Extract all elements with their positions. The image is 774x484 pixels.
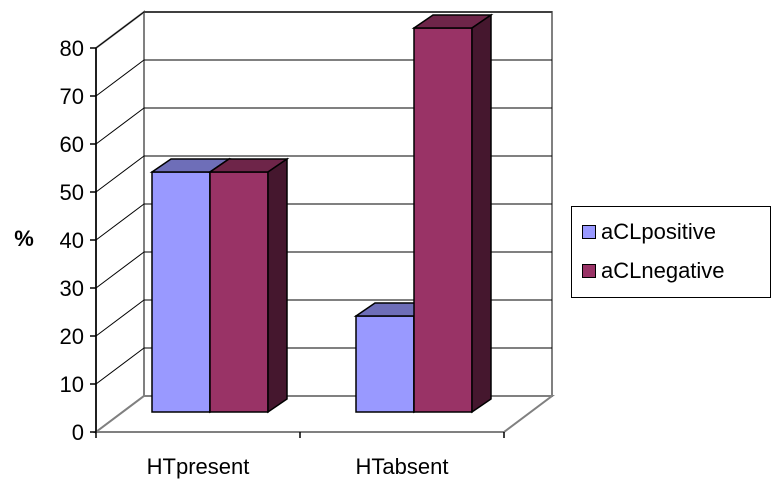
x-tick-label-htabsent: HTabsent	[356, 454, 449, 479]
y-tick-label: 40	[60, 228, 84, 253]
y-tick-label: 70	[60, 84, 84, 109]
bar-side	[267, 157, 288, 414]
gridline-side	[95, 59, 145, 97]
legend-item-aclpositive: aCLpositive	[582, 219, 716, 245]
legend-swatch-aclnegative	[582, 264, 596, 278]
gridline-side	[95, 251, 145, 289]
bars	[149, 13, 494, 414]
y-axis-label: %	[14, 226, 34, 251]
bar-aclnegative-htabsent	[411, 13, 494, 414]
bar-front	[413, 27, 473, 413]
legend-swatch-aclpositive	[582, 225, 596, 239]
bar-aclnegative-htpresent	[207, 157, 290, 414]
y-tick-label: 10	[60, 372, 84, 397]
bar-front	[355, 315, 415, 413]
gridline-side	[95, 347, 145, 385]
legend: aCLpositive aCLnegative	[571, 206, 771, 298]
gridline-side	[95, 299, 145, 337]
y-tick-label: 0	[72, 420, 84, 445]
gridline-side	[95, 203, 145, 241]
y-tick-label: 30	[60, 276, 84, 301]
gridline-side	[95, 107, 145, 145]
x-tick-label-htpresent: HTpresent	[147, 454, 250, 479]
legend-item-aclnegative: aCLnegative	[582, 258, 725, 284]
gridline-side	[95, 11, 145, 49]
y-tick-label: 60	[60, 132, 84, 157]
bar-front	[209, 171, 269, 413]
y-tick-label: 80	[60, 36, 84, 61]
gridline-side	[95, 155, 145, 193]
x-tick-labels: HTpresent HTabsent	[95, 432, 505, 479]
legend-label-aclnegative: aCLnegative	[601, 258, 725, 283]
bar-front	[151, 171, 211, 413]
y-tick-labels: 0 10 20 30 40 50 60 70 80	[60, 36, 96, 445]
y-tick-label: 20	[60, 324, 84, 349]
y-tick-label: 50	[60, 180, 84, 205]
legend-label-aclpositive: aCLpositive	[601, 219, 716, 244]
bar-side	[471, 13, 492, 414]
